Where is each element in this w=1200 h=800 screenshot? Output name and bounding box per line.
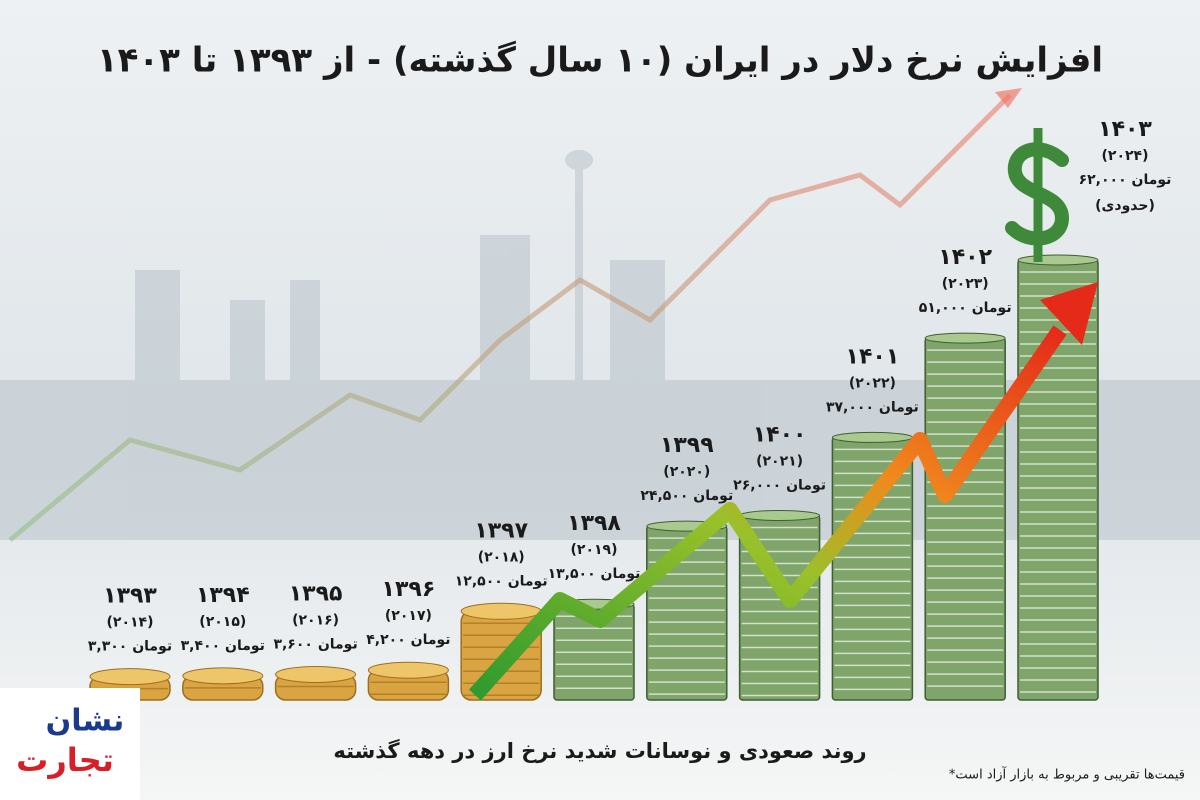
stack-top: [460, 602, 542, 620]
value-label: ۳,۶۰۰ تومان: [273, 636, 357, 652]
value-label: ۳,۳۰۰ تومان: [88, 639, 172, 655]
dollar-icon: [1005, 128, 1070, 262]
year-label: ۱۳۹۸: [567, 511, 621, 536]
cash-stack: [924, 337, 1006, 701]
year-label: ۱۴۰۰: [753, 422, 807, 447]
year-label: ۱۳۹۷: [474, 518, 528, 543]
stack-top: [275, 665, 357, 683]
value-label: ۳,۴۰۰ تومان: [181, 638, 265, 654]
gregorian-label: (۲۰۱۷): [385, 608, 432, 624]
gregorian-label: (۲۰۲۰): [663, 464, 710, 480]
subtitle: روند صعودی و نوسانات شدید نرخ ارز در دهه…: [333, 738, 866, 763]
stack-top: [182, 667, 264, 685]
gregorian-label: (۲۰۱۹): [571, 542, 618, 558]
trend-arrow-head: [1040, 282, 1098, 345]
stack-top: [831, 431, 913, 443]
year-label: ۱۴۰۳: [1098, 117, 1152, 142]
logo-line1: نشان: [46, 704, 125, 739]
stack-top: [367, 661, 449, 679]
value-label: ۲۴,۵۰۰ تومان: [640, 488, 733, 504]
year-label: ۱۴۰۱: [846, 344, 900, 369]
value-label: ۱۲,۵۰۰ تومان: [455, 573, 548, 589]
annotation: (حدودی): [1095, 198, 1155, 214]
year-label: ۱۴۰۲: [938, 245, 992, 270]
chart-title: افزایش نرخ دلار در ایران (۱۰ سال گذشته) …: [97, 41, 1103, 81]
value-label: ۳۷,۰۰۰ تومان: [826, 399, 919, 415]
value-label: ۲۶,۰۰۰ تومان: [733, 477, 826, 493]
year-label: ۱۳۹۶: [382, 577, 436, 602]
gregorian-label: (۲۰۱۵): [199, 614, 246, 630]
background-arrow: [8, 93, 1012, 542]
trend-arrow: [469, 325, 1067, 701]
year-label: ۱۳۹۴: [196, 583, 250, 608]
year-label: ۱۳۹۹: [660, 433, 714, 458]
value-label: ۴,۲۰۰ تومان: [366, 632, 450, 648]
footnote: *قیمت‌ها تقریبی و مربوط به بازار آزاد اس…: [949, 766, 1185, 783]
stack-top: [924, 332, 1006, 344]
gregorian-label: (۲۰۲۴): [1102, 148, 1149, 164]
logo-line2: تجارت: [16, 741, 114, 779]
gregorian-label: (۲۰۲۲): [849, 375, 896, 391]
year-label: ۱۳۹۵: [289, 581, 343, 606]
background-arrow-head: [995, 88, 1022, 108]
gregorian-label: (۲۰۱۴): [107, 615, 154, 631]
value-label: ۱۳,۵۰۰ تومان: [548, 566, 641, 582]
value-label: ۵۱,۰۰۰ تومان: [919, 300, 1012, 316]
logo-box: [0, 688, 140, 800]
year-label: ۱۳۹۳: [103, 584, 157, 609]
gregorian-label: (۲۰۲۱): [756, 453, 803, 469]
gregorian-label: (۲۰۱۶): [292, 612, 339, 628]
value-label: ۶۲,۰۰۰ تومان: [1079, 172, 1172, 188]
gregorian-label: (۲۰۲۳): [942, 276, 989, 292]
gregorian-label: (۲۰۱۸): [478, 549, 525, 565]
stack-top: [1017, 254, 1099, 266]
stack-top: [89, 668, 171, 686]
stack-top: [739, 509, 821, 521]
